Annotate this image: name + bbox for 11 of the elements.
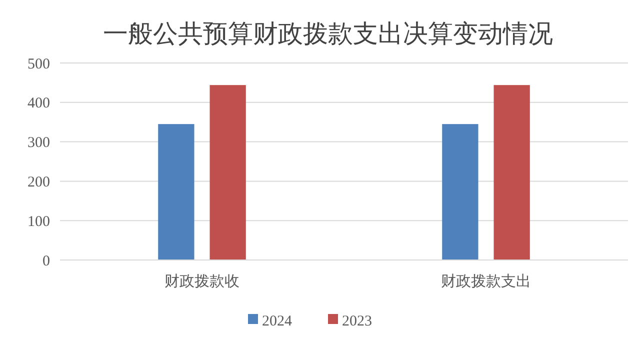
y-tick-label: 500	[28, 56, 50, 72]
legend-label: 2024	[262, 313, 292, 330]
x-tick-label: 财政拨款收	[164, 273, 240, 290]
y-tick-label: 0	[42, 253, 50, 270]
chart-title: 一般公共预算财政拨款支出决算变动情况	[103, 20, 553, 48]
legend-label: 2023	[342, 313, 372, 330]
y-tick-label: 300	[28, 135, 50, 152]
y-tick-label: 100	[28, 214, 50, 230]
x-tick-label: 财政拨款支出	[441, 273, 531, 290]
y-tick-label: 400	[28, 96, 50, 112]
y-tick-label: 200	[28, 174, 50, 190]
